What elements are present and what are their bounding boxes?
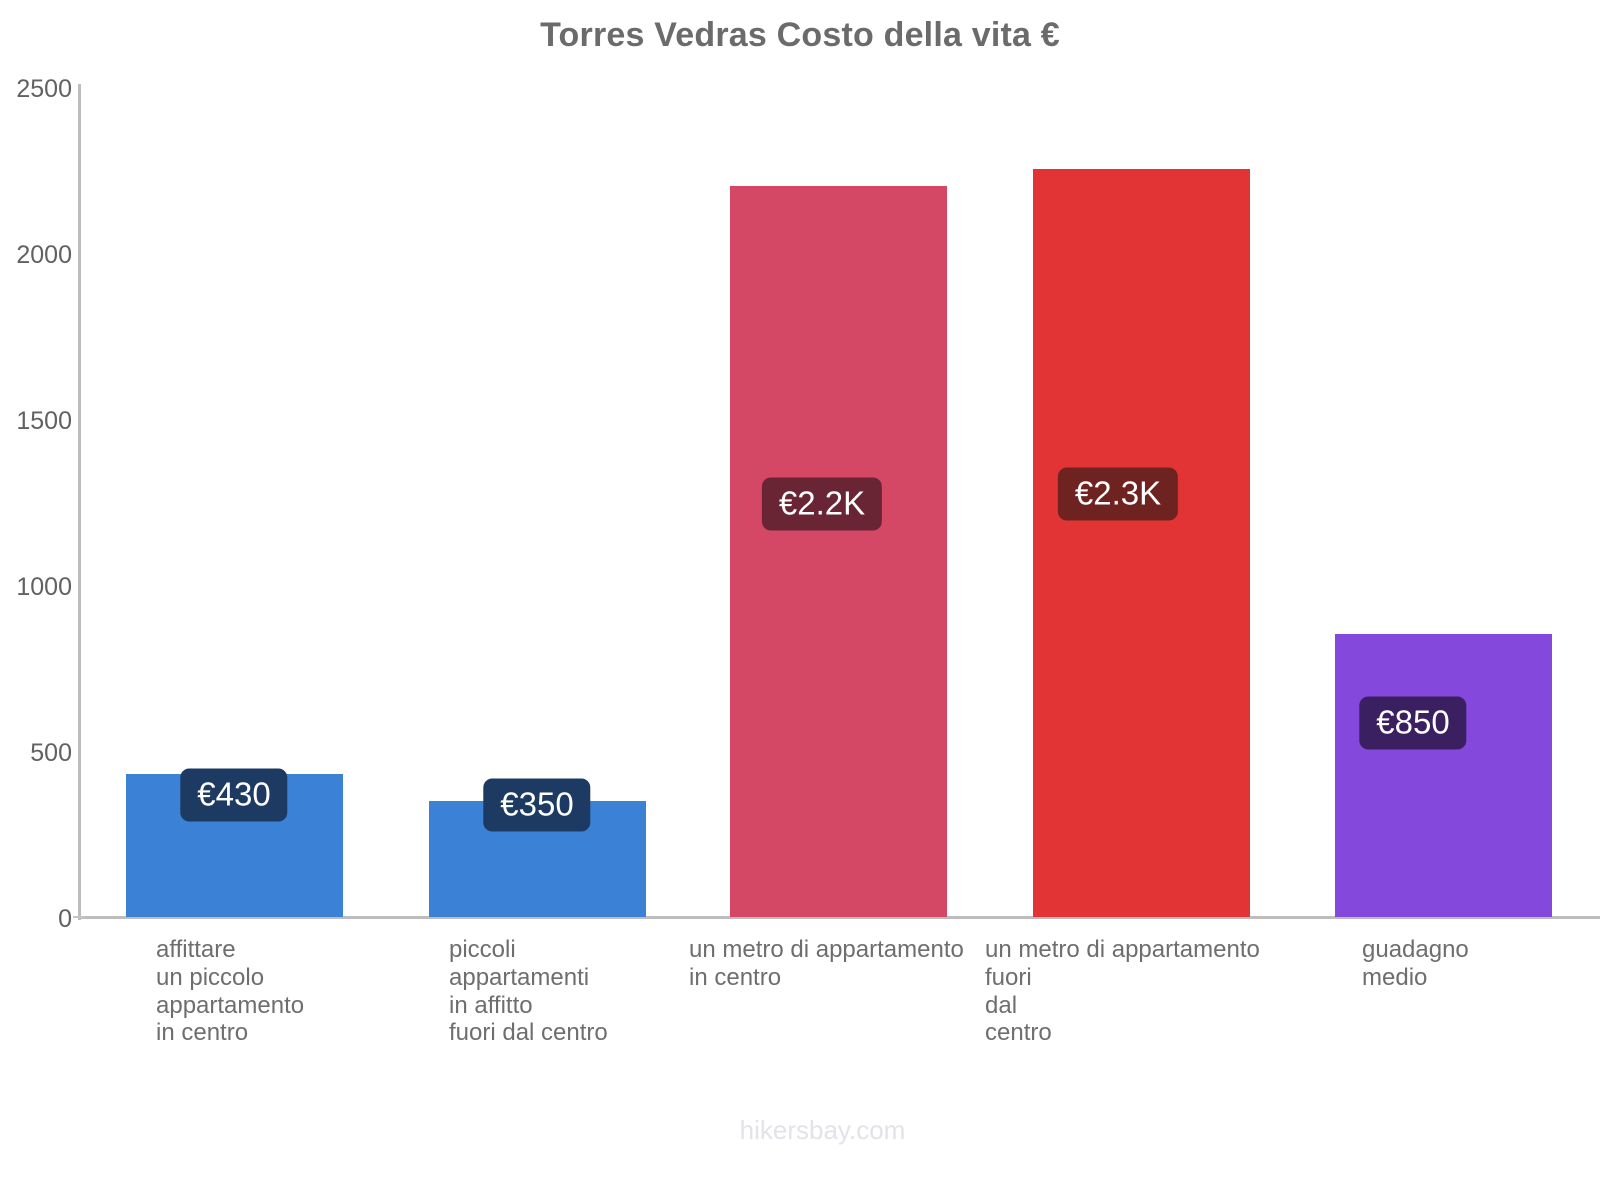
bar-value-label-0: €430 xyxy=(180,768,288,822)
bar-value-label-1: €350 xyxy=(483,778,591,832)
x-category-label-1: piccoli appartamenti in affitto fuori da… xyxy=(449,936,608,1047)
y-tick-label-2000: 2000 xyxy=(16,241,72,269)
y-tick-label-2500: 2500 xyxy=(16,75,72,103)
y-tick-mark-0 xyxy=(73,916,85,918)
x-category-label-2: un metro di appartamento in centro xyxy=(689,936,964,991)
y-tick-label-500: 500 xyxy=(30,739,72,767)
bar-un-metro-di-appartamento-in-centro[interactable] xyxy=(730,185,947,917)
footer-watermark: hikersbay.com xyxy=(739,1115,906,1145)
y-axis-line xyxy=(78,84,81,920)
x-category-label-3: un metro di appartamento fuori dal centr… xyxy=(985,936,1260,1047)
bar-un-metro-di-appartamento-fuori-dal-centro[interactable] xyxy=(1033,169,1250,917)
bar-value-label-3: €2.3K xyxy=(1057,467,1179,521)
y-tick-label-0: 0 xyxy=(58,905,72,933)
chart-title: Torres Vedras Costo della vita € xyxy=(540,16,1060,54)
x-category-label-4: guadagno medio xyxy=(1362,936,1469,991)
bar-value-label-2: €2.2K xyxy=(761,477,883,531)
y-tick-label-1500: 1500 xyxy=(16,407,72,435)
x-axis-line xyxy=(78,916,1600,919)
bar-value-label-4: €850 xyxy=(1359,696,1467,750)
x-category-label-0: affittare un piccolo appartamento in cen… xyxy=(156,936,305,1047)
y-tick-label-1000: 1000 xyxy=(16,573,72,601)
bar-guadagno-medio[interactable] xyxy=(1335,634,1552,917)
